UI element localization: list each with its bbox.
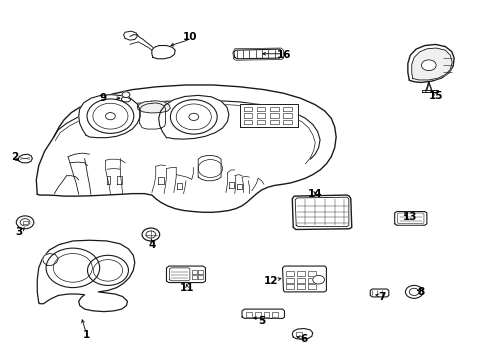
Polygon shape <box>282 266 326 292</box>
Circle shape <box>312 275 324 284</box>
Text: 14: 14 <box>307 189 322 199</box>
Polygon shape <box>283 120 291 124</box>
Polygon shape <box>256 120 265 124</box>
Polygon shape <box>297 284 305 289</box>
Polygon shape <box>245 312 251 317</box>
Polygon shape <box>122 97 130 102</box>
Text: 3: 3 <box>16 227 23 237</box>
Text: 15: 15 <box>427 91 442 101</box>
Polygon shape <box>137 101 170 113</box>
Text: 6: 6 <box>300 333 307 343</box>
Polygon shape <box>263 312 269 317</box>
Polygon shape <box>269 107 278 111</box>
Circle shape <box>405 285 422 298</box>
Text: 8: 8 <box>417 287 424 297</box>
Polygon shape <box>169 268 189 281</box>
Polygon shape <box>18 154 32 163</box>
Circle shape <box>170 100 217 134</box>
Polygon shape <box>295 332 302 336</box>
Polygon shape <box>254 312 260 317</box>
Circle shape <box>122 92 130 98</box>
Polygon shape <box>152 45 175 59</box>
Polygon shape <box>42 253 58 265</box>
Polygon shape <box>37 240 135 312</box>
Polygon shape <box>243 107 252 111</box>
Polygon shape <box>269 120 278 124</box>
Polygon shape <box>79 95 140 138</box>
Polygon shape <box>283 107 291 111</box>
Polygon shape <box>232 48 283 60</box>
Polygon shape <box>292 195 351 229</box>
Polygon shape <box>421 90 437 93</box>
Circle shape <box>16 216 34 229</box>
Text: 11: 11 <box>180 283 194 293</box>
Polygon shape <box>286 278 294 283</box>
Polygon shape <box>123 31 137 40</box>
Polygon shape <box>22 221 27 224</box>
Text: 9: 9 <box>100 93 107 103</box>
Text: 7: 7 <box>378 292 385 302</box>
Polygon shape <box>269 113 278 118</box>
Polygon shape <box>307 278 315 283</box>
Text: 2: 2 <box>11 152 18 162</box>
Polygon shape <box>394 212 426 225</box>
Text: 4: 4 <box>148 240 155 250</box>
Polygon shape <box>256 107 265 111</box>
Polygon shape <box>272 312 278 317</box>
Circle shape <box>46 248 100 288</box>
Polygon shape <box>369 289 388 297</box>
Polygon shape <box>36 85 335 212</box>
Text: 1: 1 <box>82 330 89 340</box>
Text: 16: 16 <box>277 50 291 60</box>
Polygon shape <box>243 113 252 118</box>
Polygon shape <box>158 95 228 139</box>
Polygon shape <box>286 284 294 289</box>
Polygon shape <box>283 113 291 118</box>
Circle shape <box>87 99 134 134</box>
Circle shape <box>421 60 435 71</box>
Polygon shape <box>297 278 305 283</box>
Polygon shape <box>239 104 298 127</box>
Text: 5: 5 <box>258 316 265 325</box>
Polygon shape <box>198 275 202 279</box>
Polygon shape <box>295 197 348 226</box>
Polygon shape <box>166 266 205 283</box>
Polygon shape <box>407 44 453 82</box>
Text: 10: 10 <box>182 32 197 42</box>
Polygon shape <box>233 49 281 59</box>
Polygon shape <box>256 113 265 118</box>
Polygon shape <box>192 270 196 274</box>
Polygon shape <box>243 120 252 124</box>
Polygon shape <box>292 328 312 339</box>
Circle shape <box>142 228 159 241</box>
Polygon shape <box>140 103 165 129</box>
Polygon shape <box>411 48 451 80</box>
Polygon shape <box>307 284 315 289</box>
Text: 12: 12 <box>264 276 278 286</box>
Polygon shape <box>198 270 202 274</box>
Polygon shape <box>307 271 315 276</box>
Polygon shape <box>198 156 221 181</box>
Circle shape <box>87 255 128 285</box>
Polygon shape <box>242 309 284 319</box>
Polygon shape <box>192 275 196 279</box>
Polygon shape <box>297 271 305 276</box>
Text: 13: 13 <box>402 212 417 221</box>
Polygon shape <box>397 213 423 224</box>
Polygon shape <box>286 271 294 276</box>
